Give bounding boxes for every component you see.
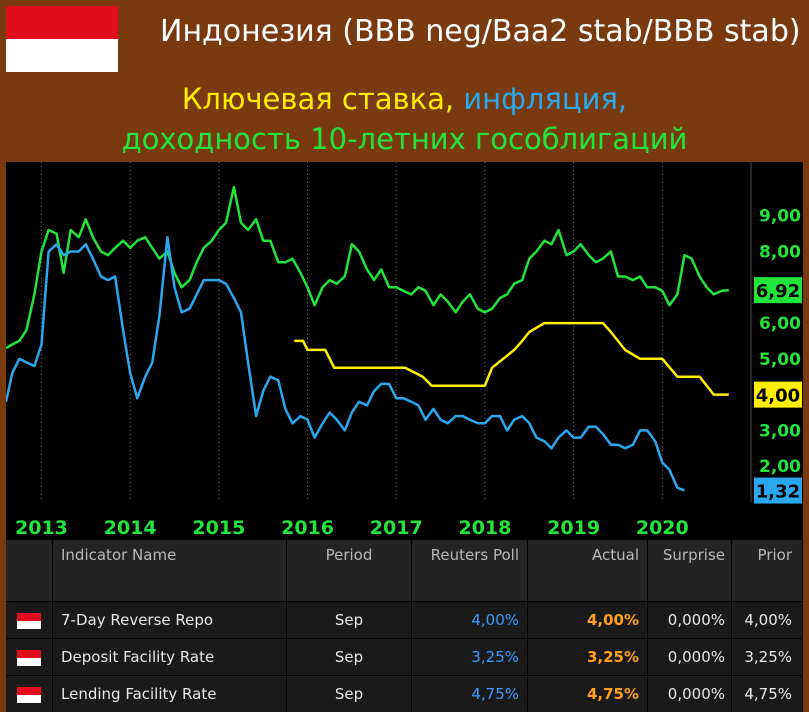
subtitle-inflation: инфляция,: [463, 82, 627, 116]
period-value: Sep: [287, 602, 412, 639]
surprise-value: 0,000%: [648, 602, 732, 639]
line-chart: 2,00 3,00 5,00 6,00 8,00 9,00 2013 2014 2015 2016…: [6, 162, 803, 540]
indonesia-flag-icon: [17, 613, 41, 629]
indonesia-flag-icon: [6, 6, 118, 72]
period-value: Sep: [287, 639, 412, 676]
x-tick-label: 2013: [15, 517, 68, 539]
indonesia-flag-icon: [17, 687, 41, 703]
header-prior: Prior: [732, 540, 803, 602]
x-tick-label: 2019: [547, 517, 600, 539]
poll-value: 4,75%: [412, 676, 528, 712]
indicator-name: 7-Day Reverse Repo: [53, 602, 287, 639]
y-tick-label: 3,00: [759, 421, 801, 441]
indonesia-flag-icon: [17, 650, 41, 666]
surprise-value: 0,000%: [648, 639, 732, 676]
page-title: Индонезия (BBB neg/Baa2 stab/BBB stab): [160, 14, 801, 49]
actual-value: 4,75%: [528, 676, 648, 712]
table-row[interactable]: Lending Facility Rate Sep 4,75% 4,75% 0,…: [6, 676, 803, 712]
subtitle-key-rate: Ключевая ставка,: [182, 82, 454, 116]
actual-value: 4,00%: [528, 602, 648, 639]
subtitle-yield: доходность 10-летних гособлигаций: [122, 122, 688, 156]
period-value: Sep: [287, 676, 412, 712]
table-row[interactable]: Deposit Facility Rate Sep 3,25% 3,25% 0,…: [6, 639, 803, 676]
x-tick-label: 2014: [104, 517, 157, 539]
last-value-label-key_rate: 4,00: [756, 386, 800, 407]
header: Индонезия (BBB neg/Baa2 stab/BBB stab): [0, 0, 809, 80]
y-tick-label: 9,00: [759, 207, 801, 227]
prior-value: 3,25%: [732, 639, 803, 676]
header-reuters-poll: Reuters Poll: [412, 540, 528, 602]
y-tick-label: 2,00: [759, 457, 801, 477]
last-value-label-yield: 6,92: [756, 281, 800, 302]
header-surprise: Surprise: [648, 540, 732, 602]
chart-subtitle: Ключевая ставка, инфляция, доходность 10…: [0, 80, 809, 162]
header-period: Period: [287, 540, 412, 602]
indicator-name: Deposit Facility Rate: [53, 639, 287, 676]
x-tick-label: 2020: [636, 517, 689, 539]
x-tick-label: 2015: [192, 517, 245, 539]
header-actual: Actual: [528, 540, 648, 602]
actual-value: 3,25%: [528, 639, 648, 676]
indicator-table: Indicator Name Period Reuters Poll Actua…: [6, 540, 803, 709]
surprise-value: 0,000%: [648, 676, 732, 712]
indicator-name: Lending Facility Rate: [53, 676, 287, 712]
last-value-label-inflation: 1,32: [756, 482, 800, 503]
x-tick-label: 2018: [458, 517, 511, 539]
series-line-yield: [6, 187, 729, 348]
y-tick-label: 6,00: [759, 314, 801, 334]
header-indicator-name: Indicator Name: [53, 540, 287, 602]
poll-value: 4,00%: [412, 602, 528, 639]
x-tick-label: 2016: [281, 517, 334, 539]
table-row[interactable]: 7-Day Reverse Repo Sep 4,00% 4,00% 0,000…: [6, 602, 803, 639]
x-tick-label: 2017: [370, 517, 423, 539]
prior-value: 4,00%: [732, 602, 803, 639]
poll-value: 3,25%: [412, 639, 528, 676]
y-tick-label: 5,00: [759, 350, 801, 370]
chart-area: 2,00 3,00 5,00 6,00 8,00 9,00 2013 2014 2015 2016…: [6, 162, 803, 540]
y-tick-label: 8,00: [759, 242, 801, 262]
table-header-row: Indicator Name Period Reuters Poll Actua…: [6, 540, 803, 602]
prior-value: 4,75%: [732, 676, 803, 712]
series-line-key_rate: [294, 323, 729, 395]
